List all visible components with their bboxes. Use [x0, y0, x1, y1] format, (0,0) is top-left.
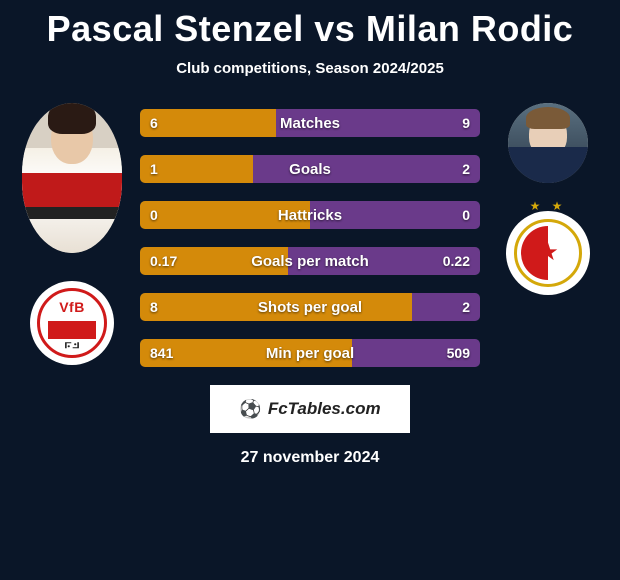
bar-label: Matches: [140, 109, 480, 137]
club-left-badge: ⟔⟓: [30, 281, 114, 365]
right-column: ★ ★ ★: [488, 103, 608, 295]
redstar-logo: ★ ★ ★: [508, 213, 588, 293]
stat-bar: 82Shots per goal: [140, 293, 480, 321]
page-title: Pascal Stenzel vs Milan Rodic: [47, 8, 574, 50]
redstar-center-star-icon: ★: [537, 238, 559, 267]
stats-bars: 69Matches 12Goals 00Hattricks 0.170.22Goals…: [140, 109, 480, 367]
bar-label: Min per goal: [140, 339, 480, 367]
vfb-logo: ⟔⟓: [37, 288, 107, 358]
stat-bar: 69Matches: [140, 109, 480, 137]
brand-icon: ⚽: [239, 399, 261, 420]
club-right-badge: ★ ★ ★: [506, 211, 590, 295]
brand-footer[interactable]: ⚽ FcTables.com: [210, 385, 410, 433]
avatar-jacket: [508, 147, 588, 183]
stat-bar: 0.170.22Goals per match: [140, 247, 480, 275]
bar-label: Hattricks: [140, 201, 480, 229]
stat-bar: 12Goals: [140, 155, 480, 183]
bar-label: Goals: [140, 155, 480, 183]
comparison-row: ⟔⟓ 69Matches 12Goals 00Hattricks 0.170.22Go…: [0, 109, 620, 367]
stat-bar: 00Hattricks: [140, 201, 480, 229]
redstar-stars-icon: ★ ★: [530, 199, 567, 213]
bar-label: Goals per match: [140, 247, 480, 275]
footer-date: 27 november 2024: [241, 449, 380, 467]
vfb-antlers-icon: ⟔⟓: [64, 335, 79, 353]
brand-text: FcTables.com: [268, 399, 381, 419]
avatar-jersey-stripe: [22, 173, 122, 207]
stat-bar: 841509Min per goal: [140, 339, 480, 367]
bar-label: Shots per goal: [140, 293, 480, 321]
player-right-avatar: [508, 103, 588, 183]
left-column: ⟔⟓: [12, 103, 132, 365]
subtitle: Club competitions, Season 2024/2025: [176, 60, 444, 77]
player-left-avatar: [22, 103, 122, 253]
